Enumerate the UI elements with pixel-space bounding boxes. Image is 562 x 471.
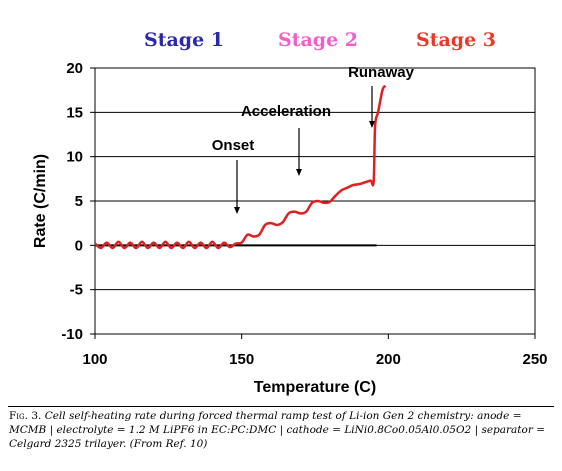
caption-rule xyxy=(8,406,554,407)
annotation-label: Acceleration xyxy=(241,103,331,120)
annotation-label: Runaway xyxy=(348,64,415,81)
x-tick-label: 250 xyxy=(522,351,547,368)
y-tick-label: 15 xyxy=(66,104,83,121)
x-tick-label: 150 xyxy=(229,351,254,368)
stage-label: Stage 3 xyxy=(416,29,496,51)
rate-series-line xyxy=(94,84,387,250)
annotation-label: Onset xyxy=(212,137,255,154)
y-tick-label: -5 xyxy=(70,282,83,299)
annotation-arrow-head xyxy=(296,169,302,176)
x-tick-label: 100 xyxy=(82,351,107,368)
annotation-arrow-head xyxy=(234,207,240,214)
stage-labels: Stage 1 Stage 2 Stage 3 xyxy=(144,29,496,51)
x-tick-label: 200 xyxy=(376,351,401,368)
caption-label: Fig. 3. xyxy=(9,410,42,422)
annotation-arrow-head xyxy=(369,121,375,128)
y-axis-ticks: -10 -5 0 5 10 15 20 xyxy=(61,60,95,343)
caption-text: Cell self-heating rate during forced the… xyxy=(9,410,546,450)
y-axis-title: Rate (C/min) xyxy=(32,154,49,248)
series-layer xyxy=(94,84,387,250)
stage-label: Stage 1 xyxy=(144,29,224,51)
x-axis-ticks: 100 150 200 250 xyxy=(82,334,548,368)
x-axis-title: Temperature (C) xyxy=(254,379,376,396)
y-tick-label: -10 xyxy=(61,326,83,343)
y-tick-label: 5 xyxy=(75,193,83,210)
y-tick-label: 20 xyxy=(66,60,83,77)
y-tick-label: 10 xyxy=(66,149,83,166)
y-tick-label: 0 xyxy=(75,237,83,254)
stage-label: Stage 2 xyxy=(278,29,358,51)
figure-caption: Fig. 3. Cell self-heating rate during fo… xyxy=(9,409,553,451)
annotations: Onset Acceleration Runaway xyxy=(212,64,415,214)
